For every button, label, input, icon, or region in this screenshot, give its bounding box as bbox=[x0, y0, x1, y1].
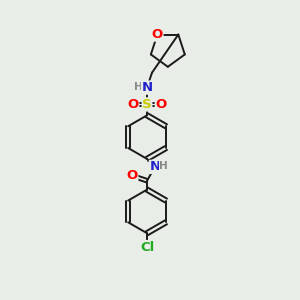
Text: Cl: Cl bbox=[140, 241, 154, 254]
Text: S: S bbox=[142, 98, 152, 111]
Text: N: N bbox=[142, 81, 153, 94]
Text: O: O bbox=[127, 169, 138, 182]
Text: O: O bbox=[152, 28, 163, 41]
Text: H: H bbox=[160, 161, 168, 171]
Text: O: O bbox=[155, 98, 167, 111]
Text: O: O bbox=[128, 98, 139, 111]
Text: H: H bbox=[134, 82, 142, 92]
Text: N: N bbox=[149, 160, 161, 173]
